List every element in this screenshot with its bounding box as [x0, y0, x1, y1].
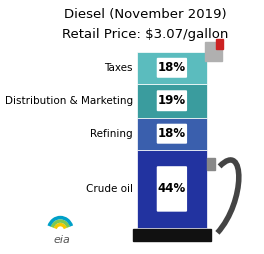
Bar — [206, 158, 215, 170]
Text: 19%: 19% — [158, 94, 186, 107]
Text: 18%: 18% — [158, 127, 186, 140]
Bar — [137, 118, 206, 150]
Bar — [137, 84, 206, 118]
FancyBboxPatch shape — [157, 124, 187, 144]
Text: Retail Price: $3.07/gallon: Retail Price: $3.07/gallon — [62, 28, 228, 41]
Text: 44%: 44% — [158, 182, 186, 195]
Text: Diesel (November 2019): Diesel (November 2019) — [64, 8, 226, 21]
Bar — [133, 229, 211, 241]
Text: Crude oil: Crude oil — [86, 184, 133, 194]
Text: eia: eia — [54, 235, 71, 245]
Text: 18%: 18% — [158, 61, 186, 74]
Bar — [216, 39, 223, 49]
Text: Distribution & Marketing: Distribution & Marketing — [5, 96, 133, 106]
FancyBboxPatch shape — [157, 166, 187, 212]
Bar — [137, 52, 206, 84]
Bar — [205, 42, 222, 61]
Text: Taxes: Taxes — [104, 63, 133, 73]
FancyBboxPatch shape — [157, 58, 187, 78]
Bar — [137, 150, 206, 228]
Text: Refining: Refining — [90, 129, 133, 139]
FancyBboxPatch shape — [157, 90, 187, 111]
